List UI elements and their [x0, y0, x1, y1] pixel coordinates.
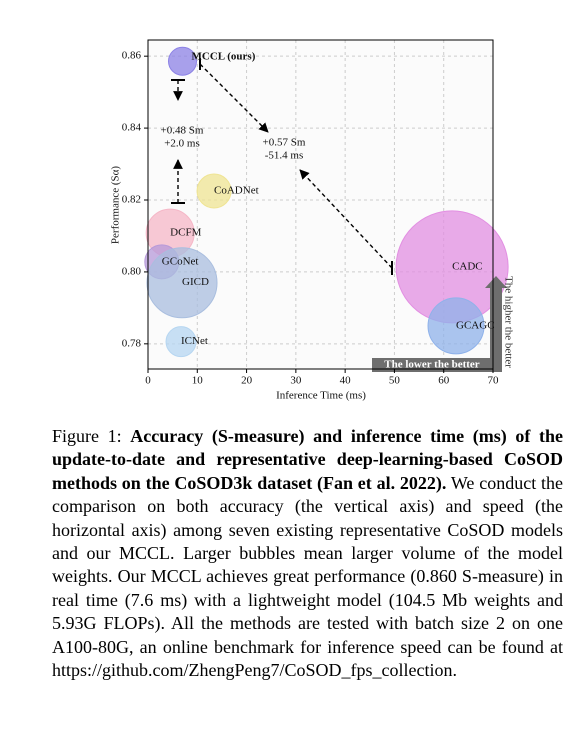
- x-tick-label: 70: [488, 375, 500, 387]
- bubble-label: CoADNet: [214, 185, 259, 197]
- bubble: [165, 326, 197, 358]
- chart: +0.48 Sm +2.0 ms +0.57 Sm -51.4 ms The l…: [110, 39, 514, 402]
- x-axis-label: Inference Time (ms): [276, 390, 366, 402]
- caption-bold: Accuracy (S-measure) and inference time …: [52, 426, 563, 493]
- caption-body: We conduct the comparison on both accura…: [52, 472, 563, 681]
- annotation: +2.0 ms: [164, 138, 200, 150]
- y-tick-label: 0.80: [122, 265, 142, 277]
- bubble-label: CADC: [452, 260, 483, 272]
- annotation: The higher the better: [502, 276, 514, 368]
- y-tick-label: 0.82: [122, 194, 141, 206]
- x-tick-label: 50: [389, 375, 401, 387]
- y-tick-label: 0.78: [122, 337, 142, 349]
- annotation: +0.48 Sm: [161, 125, 204, 137]
- annotation: The lower the better: [384, 359, 480, 371]
- annotation: -51.4 ms: [265, 150, 304, 162]
- bubble: [196, 173, 232, 209]
- bubble-label: GICD: [182, 276, 209, 288]
- x-tick-label: 30: [290, 375, 302, 387]
- y-tick-label: 0.84: [122, 122, 142, 134]
- annotation: +0.57 Sm: [263, 137, 306, 149]
- bubble: [427, 297, 485, 355]
- x-tick-label: 60: [438, 375, 450, 387]
- arrows: [171, 58, 393, 275]
- x-tick-label: 40: [340, 375, 352, 387]
- bubble-label: GCAGC: [456, 319, 495, 331]
- bubbles: [144, 46, 509, 358]
- plot-frame: [147, 39, 494, 370]
- x-tick-label: 10: [192, 375, 204, 387]
- bubble-label: GCoNet: [162, 255, 199, 267]
- caption-label: Figure 1:: [52, 426, 122, 446]
- bubble: [167, 46, 198, 76]
- bubble-label: ICNet: [181, 335, 208, 347]
- x-tick-label: 20: [241, 375, 253, 387]
- bubble-label: MCCL (ours): [192, 51, 256, 63]
- bubble-label: DCFM: [170, 227, 201, 239]
- caption: Figure 1: Accuracy (S-measure) and infer…: [52, 425, 563, 682]
- bubble: [146, 247, 218, 319]
- y-tick-label: 0.86: [122, 50, 142, 62]
- y-axis-label: Performance (Sα): [110, 166, 122, 244]
- x-tick-label: 0: [145, 375, 151, 387]
